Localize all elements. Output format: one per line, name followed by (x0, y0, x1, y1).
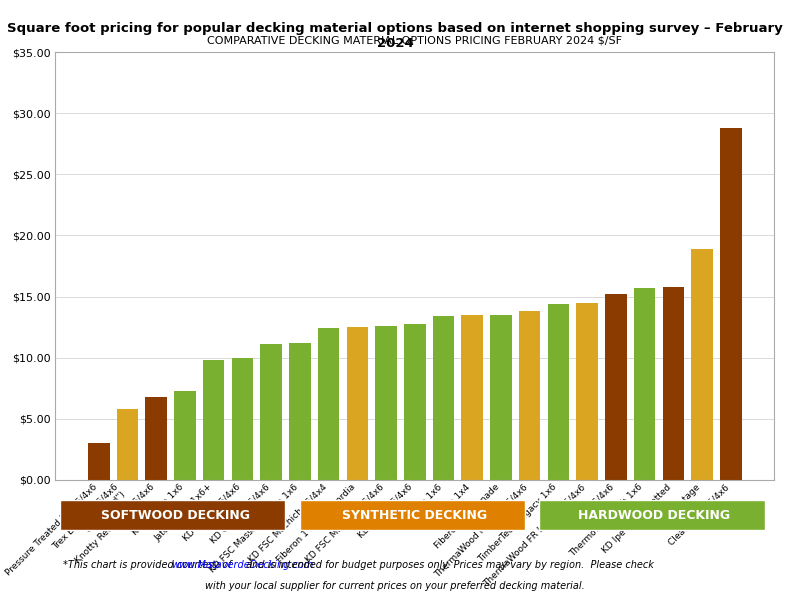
Bar (577, 303, 598, 480)
Title: COMPARATIVE DECKING MATERIAL OPTIONS PRICING FEBRUARY 2024 $/SF: COMPARATIVE DECKING MATERIAL OPTIONS PRI… (207, 36, 623, 46)
Bar (261, 344, 282, 480)
Bar (720, 128, 742, 480)
Text: www.MataverdeDecking.com: www.MataverdeDecking.com (171, 560, 314, 569)
Bar (318, 328, 340, 480)
Bar (203, 360, 224, 480)
FancyBboxPatch shape (540, 500, 765, 530)
Bar (174, 391, 196, 480)
Bar (347, 327, 368, 480)
Bar (145, 397, 167, 480)
Bar (433, 316, 454, 480)
Bar (547, 304, 569, 480)
Bar (289, 343, 310, 480)
Bar (663, 287, 684, 480)
Text: *This chart is provided courtesy of: *This chart is provided courtesy of (63, 560, 235, 569)
Bar (231, 358, 253, 480)
Text: SYNTHETIC DECKING: SYNTHETIC DECKING (342, 509, 487, 522)
FancyBboxPatch shape (60, 500, 285, 530)
Bar (634, 288, 656, 480)
Bar (88, 443, 110, 480)
FancyBboxPatch shape (299, 500, 525, 530)
Text: with your local supplier for current prices on your preferred decking material.: with your local supplier for current pri… (205, 581, 585, 591)
Text: SOFTWOOD DECKING: SOFTWOOD DECKING (100, 509, 250, 522)
Bar (117, 409, 138, 480)
Bar (461, 315, 483, 480)
Bar (375, 326, 397, 480)
Bar (519, 311, 540, 480)
Bar (691, 249, 713, 480)
Text: and is intended for budget purposes only. Prices may vary by region.  Please che: and is intended for budget purposes only… (243, 560, 654, 569)
Bar (605, 294, 626, 480)
Bar (404, 323, 426, 480)
Text: HARDWOOD DECKING: HARDWOOD DECKING (578, 509, 731, 522)
Bar (490, 315, 512, 480)
Text: Square foot pricing for popular decking material options based on internet shopp: Square foot pricing for popular decking … (7, 22, 783, 50)
